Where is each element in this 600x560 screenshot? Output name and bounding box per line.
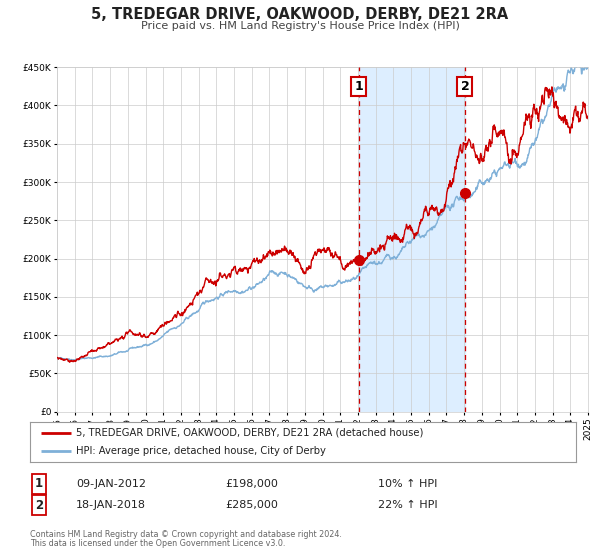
Text: 22% ↑ HPI: 22% ↑ HPI (378, 500, 438, 510)
Text: 5, TREDEGAR DRIVE, OAKWOOD, DERBY, DE21 2RA (detached house): 5, TREDEGAR DRIVE, OAKWOOD, DERBY, DE21 … (76, 428, 424, 437)
Text: 10% ↑ HPI: 10% ↑ HPI (379, 479, 437, 489)
Text: 2: 2 (461, 80, 469, 93)
Text: 18-JAN-2018: 18-JAN-2018 (76, 500, 146, 510)
Text: HPI: Average price, detached house, City of Derby: HPI: Average price, detached house, City… (76, 446, 326, 456)
Text: £198,000: £198,000 (226, 479, 278, 489)
Text: Contains HM Land Registry data © Crown copyright and database right 2024.: Contains HM Land Registry data © Crown c… (30, 530, 342, 539)
Text: 2: 2 (35, 498, 43, 512)
Text: This data is licensed under the Open Government Licence v3.0.: This data is licensed under the Open Gov… (30, 539, 286, 548)
Text: Price paid vs. HM Land Registry's House Price Index (HPI): Price paid vs. HM Land Registry's House … (140, 21, 460, 31)
Text: 1: 1 (35, 477, 43, 491)
Bar (359, 67, 465, 412)
Text: 09-JAN-2012: 09-JAN-2012 (76, 479, 146, 489)
Text: 5, TREDEGAR DRIVE, OAKWOOD, DERBY, DE21 2RA: 5, TREDEGAR DRIVE, OAKWOOD, DERBY, DE21 … (91, 7, 509, 22)
Text: 1: 1 (355, 80, 363, 93)
Text: £285,000: £285,000 (226, 500, 278, 510)
